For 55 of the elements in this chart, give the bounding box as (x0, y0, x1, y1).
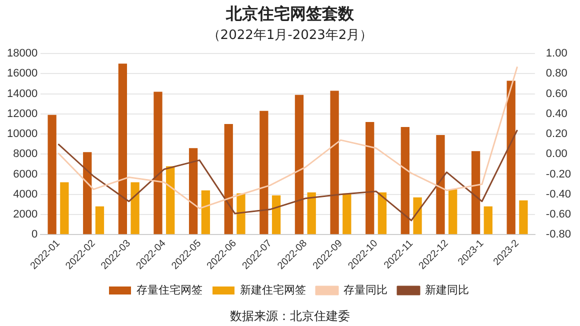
bar (272, 195, 281, 234)
bar (342, 193, 352, 234)
bar (366, 122, 374, 234)
bar (224, 124, 233, 234)
bar (154, 92, 162, 234)
y-tick-label: 6000 (13, 168, 38, 180)
y-tick-label: 10000 (6, 128, 38, 140)
bar (83, 152, 92, 234)
bar (95, 206, 104, 234)
bar (378, 192, 387, 234)
bar (118, 64, 128, 234)
y-tick-label: 8000 (13, 148, 38, 160)
bar (330, 90, 339, 234)
y-tick-label: 2000 (13, 208, 38, 220)
y-tick-label: 12000 (6, 108, 38, 120)
bar (484, 206, 492, 234)
bar (201, 190, 210, 234)
y2-tick-label: 1.00 (546, 48, 568, 60)
y2-tick-label: 0.40 (546, 108, 568, 120)
bar (60, 182, 69, 234)
bar (400, 126, 410, 234)
bar (188, 148, 198, 234)
bar (519, 200, 528, 234)
y2-tick-label: 0.20 (546, 128, 568, 140)
y2-tick-label: -0.20 (546, 168, 572, 180)
legend-label: 存量住宅网签 (136, 283, 202, 296)
bar (130, 182, 140, 234)
y2-tick-label: 0.00 (546, 148, 568, 160)
bar (413, 197, 422, 234)
y2-tick-label: 0.80 (546, 68, 568, 80)
chart-title: 北京住宅网签套数 (224, 4, 355, 25)
bar (294, 94, 304, 234)
y-tick-label: 16000 (6, 68, 38, 80)
bar (436, 135, 445, 234)
bar (48, 114, 56, 234)
y2-tick-label: 0.60 (546, 88, 568, 100)
bar (307, 192, 316, 234)
bar (236, 193, 246, 234)
y-tick-label: 0 (31, 228, 38, 241)
y2-tick-label: -0.60 (546, 208, 572, 220)
legend-label: 新建住宅网签 (240, 283, 306, 296)
source-note: 数据来源：北京住建委 (229, 308, 351, 325)
y-tick-label: 14000 (6, 88, 38, 100)
y2-tick-label: -0.80 (546, 228, 572, 241)
chart-subtitle: （2022年1月-2023年2月） (206, 27, 374, 44)
bar (471, 151, 480, 234)
y2-tick-label: -0.40 (546, 188, 572, 200)
bar (506, 80, 516, 234)
legend-label: 存量同比 (344, 283, 388, 296)
bar (448, 189, 458, 234)
legend-label: 新建同比 (425, 283, 469, 296)
y-tick-label: 18000 (6, 48, 38, 60)
bar (166, 166, 175, 234)
bar (260, 110, 268, 234)
y-tick-label: 4000 (13, 188, 38, 200)
